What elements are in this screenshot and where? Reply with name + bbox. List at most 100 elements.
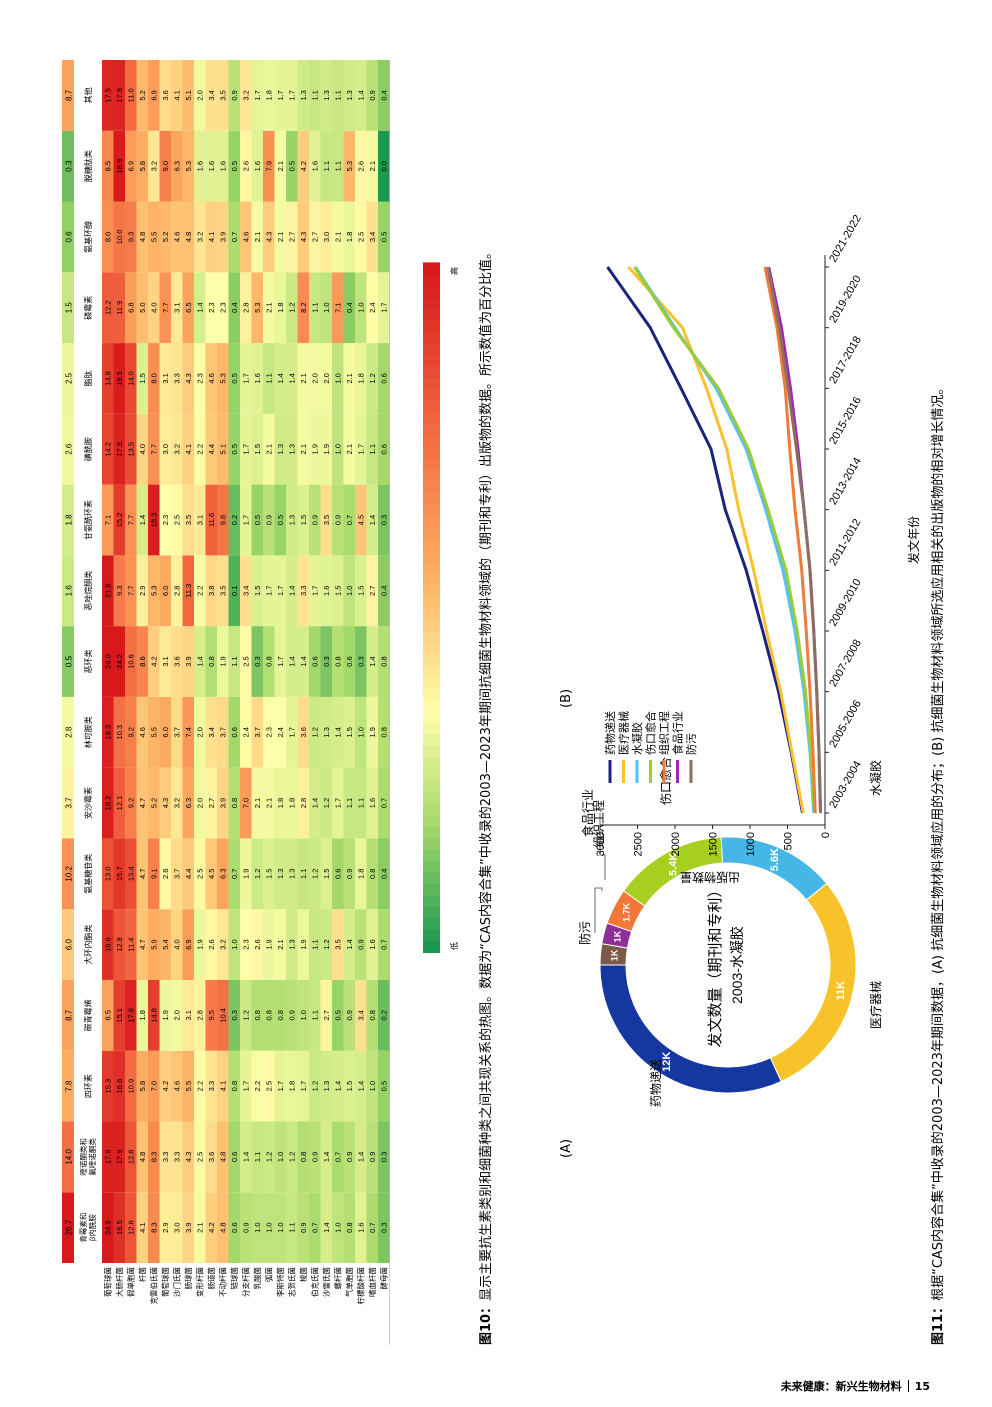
heatmap-cell (343, 767, 355, 839)
heatmap-cell (148, 1192, 160, 1263)
heatmap-cell (355, 201, 367, 273)
heatmap-cell (263, 555, 275, 627)
heatmap-cell-value: 3.6 (207, 1152, 216, 1162)
heatmap-cell-value: 9.1 (150, 869, 159, 879)
heatmap-cell-value: 7.1 (104, 515, 113, 525)
heatmap-cell-value: 1.3 (322, 90, 331, 100)
heatmap-cell (217, 555, 229, 627)
heatmap-total-cell (62, 59, 74, 131)
heatmap-cell (332, 272, 344, 344)
heatmap-cell-value: 1.4 (322, 1152, 331, 1162)
heatmap-cell-value: 5.3 (253, 302, 262, 312)
heatmap-cell (320, 1121, 332, 1193)
heatmap-cell-value: 1.8 (138, 1010, 147, 1020)
heatmap-total-value: 1.5 (65, 302, 74, 314)
heatmap-cell (286, 1050, 298, 1122)
heatmap-cell-value: 9.0 (161, 161, 170, 171)
heatmap-cell (125, 343, 137, 414)
heatmap-cell-value: 3.7 (173, 869, 182, 879)
heatmap-total-value: 0.3 (65, 160, 74, 172)
heatmap-cell-value: 0.8 (334, 656, 343, 666)
heatmap-cell (240, 413, 252, 485)
heatmap-cell (148, 909, 160, 980)
heatmap-cell-value: 2.7 (207, 798, 216, 808)
x-tick-label: 2003-2004 (827, 759, 864, 811)
heatmap-cell-value: 1.1 (334, 90, 343, 100)
heatmap-cell (102, 626, 114, 697)
heatmap-cell-value: 0.5 (276, 515, 285, 525)
heatmap-cell (205, 1050, 217, 1122)
heatmap-cell (366, 1192, 378, 1263)
heatmap-cell-value: 17.5 (104, 88, 113, 103)
heatmap-cell (113, 1121, 125, 1193)
heatmap-cell-value: 1.4 (334, 727, 343, 737)
legend-gradient-segment (423, 791, 440, 804)
heatmap-cell (320, 130, 332, 202)
heatmap-cell (286, 555, 298, 627)
heatmap-cell (171, 555, 183, 627)
heatmap-cell-value: 16.5 (115, 1220, 124, 1235)
heatmap-cell (240, 201, 252, 273)
heatmap-cell (355, 343, 367, 414)
heatmap-cell (148, 555, 160, 627)
legend-gradient-segment (423, 354, 440, 367)
legend-gradient-segment (423, 273, 440, 286)
heatmap-cell-value: 5.3 (219, 373, 228, 383)
heatmap-cell-value: 4.2 (161, 1081, 170, 1091)
heatmap-cell (171, 343, 183, 414)
heatmap-cell (378, 1050, 390, 1122)
heatmap-cell (366, 201, 378, 273)
heatmap-cell (240, 626, 252, 697)
heatmap-cell-value: 0.7 (334, 1152, 343, 1162)
heatmap-cell (355, 59, 367, 131)
heatmap-cell (136, 130, 148, 202)
heatmap-cell-value: 1.7 (288, 727, 297, 737)
heatmap-cell (182, 696, 194, 768)
heatmap-cell (366, 130, 378, 202)
heatmap-cell (366, 413, 378, 485)
heatmap-cell (125, 767, 137, 839)
heatmap-cell (228, 1192, 240, 1263)
heatmap-cell-value: 3.1 (184, 1010, 193, 1020)
heatmap-cell (263, 413, 275, 485)
figure11-label: 图11： (931, 1301, 946, 1345)
heatmap-cell (148, 626, 160, 697)
heatmap-cell-value: 0.9 (345, 869, 354, 879)
heatmap-cell-value: 3.3 (299, 586, 308, 596)
heatmap-cell-value: 1.6 (196, 161, 205, 171)
y-tick-label: 1000 (745, 832, 757, 856)
heatmap-cell-value: 1.4 (345, 939, 354, 949)
heatmap-cell (297, 272, 309, 344)
heatmap-cell (125, 272, 137, 344)
heatmap-cell-value: 0.8 (299, 1152, 308, 1162)
heatmap-column-header: 碳青霉烯 (83, 999, 93, 1031)
heatmap-cell (263, 201, 275, 273)
heatmap-cell-value: 0.8 (230, 1081, 239, 1091)
heatmap-cell-value: 1.6 (357, 1222, 366, 1232)
heatmap-cell-value: 0.5 (253, 515, 262, 525)
heatmap-cell-value: 3.4 (368, 232, 377, 242)
heatmap-total-cell (62, 484, 74, 556)
heatmap-cell (205, 343, 217, 414)
heatmap-cell (309, 626, 321, 697)
heatmap-cell (378, 484, 390, 556)
heatmap-row-label: 梭菌 (298, 1267, 308, 1283)
heatmap-cell (343, 1121, 355, 1193)
heatmap-cell-value: 1.6 (253, 373, 262, 383)
heatmap-cell (332, 1121, 344, 1193)
heatmap-row-label: 李斯特菌 (275, 1267, 285, 1297)
heatmap-cell-value: 2.1 (265, 302, 274, 312)
heatmap-cell (251, 130, 263, 202)
heatmap-cell-value: 1.7 (276, 1081, 285, 1091)
heatmap-cell-value: 2.1 (368, 161, 377, 171)
heatmap-cell-value: 3.2 (196, 232, 205, 242)
legend-gradient-segment (423, 319, 440, 332)
heatmap-cell (240, 272, 252, 344)
heatmap-cell (182, 626, 194, 697)
heatmap-cell-value: 2.9 (161, 1222, 170, 1232)
heatmap-cell (320, 767, 332, 839)
heatmap-cell-value: 8.5 (104, 161, 113, 171)
heatmap-cell (205, 201, 217, 273)
heatmap-total-cell (62, 413, 74, 485)
